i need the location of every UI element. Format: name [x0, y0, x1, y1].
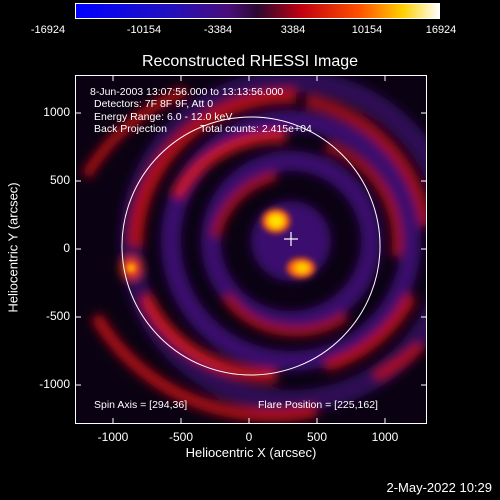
x-tick-label: -500: [168, 430, 194, 444]
x-axis-label: Heliocentric X (arcsec): [185, 445, 317, 460]
annotation-method: Back Projection: [94, 123, 167, 135]
x-tick-label: 500: [306, 430, 328, 444]
colorbar-tick: -16924: [30, 24, 66, 36]
y-tick-label: 500: [49, 173, 70, 187]
annotation-flare-position: Flare Position = [225,162]: [258, 399, 378, 411]
colorbar-tick: -10154: [126, 24, 162, 36]
annotation-time-range: 8-Jun-2003 13:07:56.000 to 13:13:56.000: [90, 86, 284, 98]
colorbar-tick: 16924: [425, 24, 457, 36]
rhessi-image-canvas: [76, 76, 426, 423]
timestamp: 2-May-2022 10:29: [386, 480, 492, 495]
y-tick-label: -1000: [39, 377, 70, 391]
annotation-energy: Energy Range: 6.0 - 12.0 keV: [94, 111, 233, 123]
colorbar-tick: -3384: [203, 24, 233, 36]
y-tick-label: 1000: [43, 105, 70, 119]
colorbar-tick: 10154: [351, 24, 383, 36]
y-tick-label: 0: [63, 241, 70, 255]
x-tick-label: 0: [245, 430, 253, 444]
y-tick-label: -500: [45, 309, 70, 323]
image-title: Reconstructed RHESSI Image: [141, 53, 359, 70]
x-tick-label: 1000: [371, 430, 399, 444]
annotation-spin-axis: Spin Axis = [294,36]: [94, 399, 188, 411]
annotation-detectors: Detectors: 7F 8F 9F, Att 0: [94, 98, 214, 110]
rhessi-image: 8-Jun-2003 13:07:56.000 to 13:13:56.000 …: [75, 75, 427, 424]
colorbar: [75, 3, 440, 19]
colorbar-tick: 3384: [280, 24, 306, 36]
y-axis-label: Heliocentric Y (arcsec): [5, 182, 21, 313]
annotation-counts: Total counts: 2.415e+04: [200, 123, 312, 135]
x-tick-label: -1000: [97, 430, 129, 444]
